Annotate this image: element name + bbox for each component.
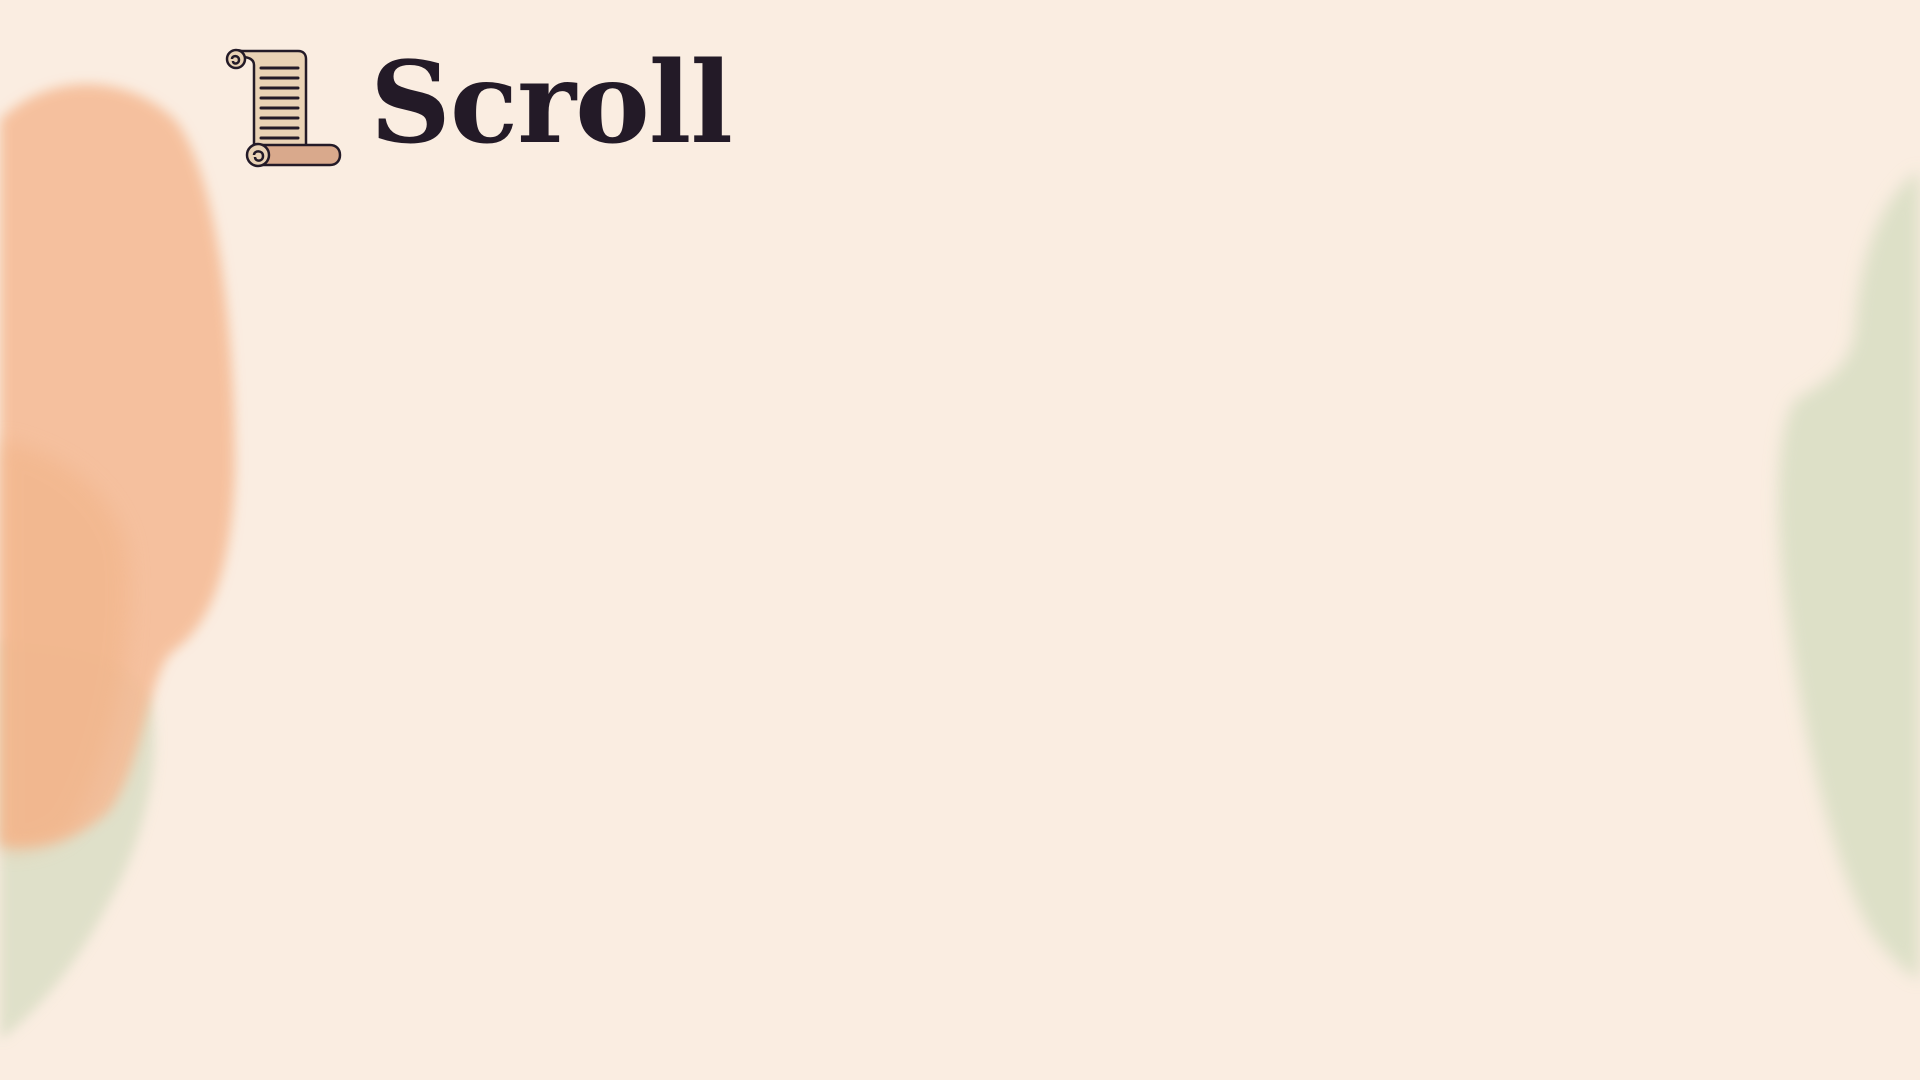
brand-name: Scroll xyxy=(370,38,733,169)
brand-logo[interactable]: Scroll xyxy=(218,38,733,171)
decorative-brush-right xyxy=(1778,170,1920,980)
scroll-icon xyxy=(225,48,342,168)
